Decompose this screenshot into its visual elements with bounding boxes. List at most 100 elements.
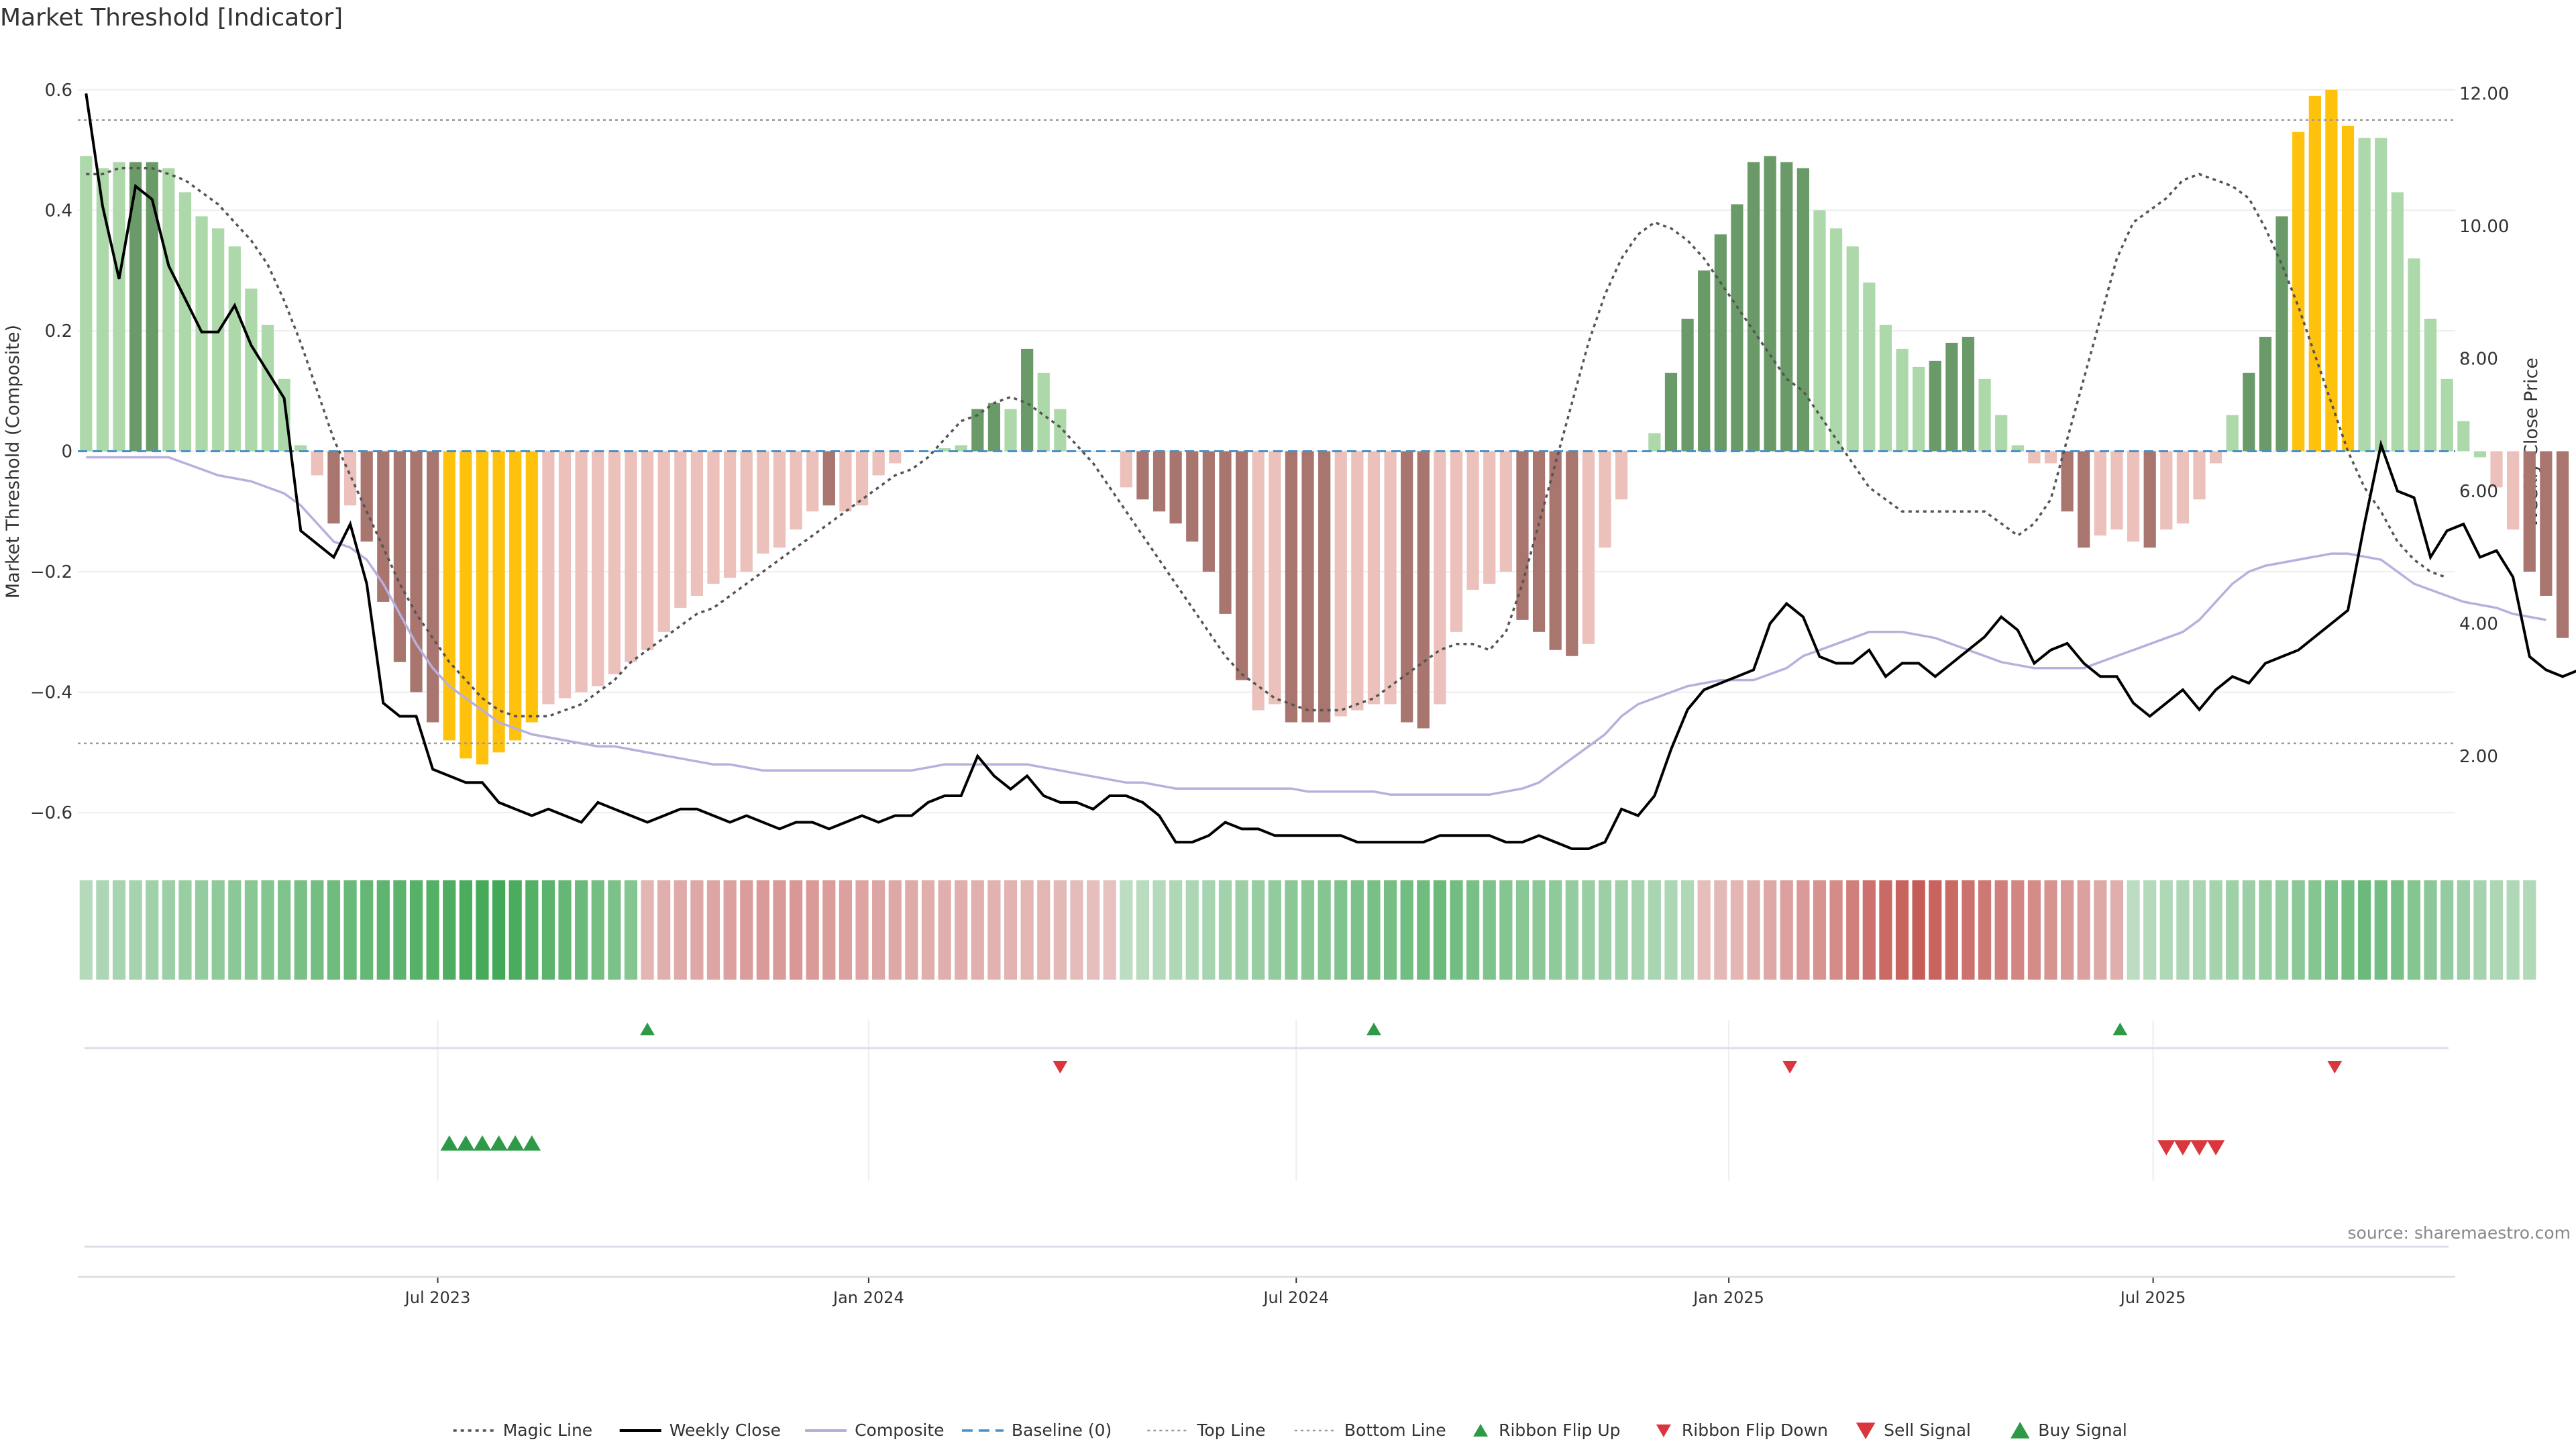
composite-bar [1879, 324, 1892, 452]
source-text: source: sharemaestro.com [2348, 1223, 2571, 1243]
ribbon-cell [558, 880, 572, 980]
composite-bar [1896, 348, 1909, 452]
composite-bar [575, 451, 588, 692]
ribbon-flip-up-marker [640, 1023, 655, 1035]
ribbon-cell [1829, 880, 1843, 980]
composite-bar [146, 162, 158, 452]
ribbon-cell [1549, 880, 1562, 980]
ribbon-cell [2027, 880, 2041, 980]
composite-bar [311, 451, 323, 476]
composite-bar [971, 409, 984, 452]
ribbon-cell [2094, 880, 2107, 980]
ribbon-cell [2358, 880, 2371, 980]
composite-bar [1169, 451, 1182, 524]
ribbon-cell [657, 880, 671, 980]
ribbon-cell [178, 880, 192, 980]
right-tick-label: 10.00 [2459, 217, 2509, 237]
ribbon-cell [228, 880, 241, 980]
legend-label: Buy Signal [2038, 1420, 2127, 1440]
ribbon-cell [2440, 880, 2454, 980]
ribbon-cell [2308, 880, 2322, 980]
ribbon-cell [822, 880, 836, 980]
ribbon-cell [773, 880, 786, 980]
ribbon-cell [1152, 880, 1166, 980]
left-tick-label: 0 [61, 442, 72, 462]
composite-bar [1698, 270, 1711, 452]
ribbon-cell [591, 880, 604, 980]
composite-bar [228, 246, 241, 452]
composite-bar [1269, 451, 1281, 705]
composite-bar [1747, 162, 1760, 452]
buy-signal-marker [473, 1135, 492, 1151]
composite-bar [1846, 246, 1859, 452]
ribbon-cell [376, 880, 390, 980]
ribbon-cell [1367, 880, 1381, 980]
composite-bar [1384, 451, 1397, 705]
composite-bar [2226, 415, 2239, 452]
ribbon-cell [938, 880, 951, 980]
ribbon-cell [2176, 880, 2190, 980]
composite-bar [889, 451, 902, 464]
ribbon-cell [426, 880, 439, 980]
ribbon-cell [1846, 880, 1860, 980]
legend-label: Ribbon Flip Up [1499, 1420, 1620, 1440]
composite-bar [657, 451, 670, 632]
ribbon-cell [459, 880, 472, 980]
ribbon-cell [2489, 880, 2504, 980]
ribbon-cell [1483, 880, 1496, 980]
sell-signal-marker [2157, 1140, 2176, 1155]
composite-bar [2523, 451, 2536, 572]
ribbon-cell [1796, 880, 1810, 980]
ribbon-cell [1714, 880, 1727, 980]
composite-bar [2011, 445, 2024, 452]
ribbon-cell [955, 880, 968, 980]
legend-label: Sell Signal [1884, 1420, 1971, 1440]
ribbon-cell [476, 880, 489, 980]
composite-bar [2176, 451, 2190, 524]
legend-label: Composite [855, 1420, 944, 1440]
ribbon-cell [1994, 880, 2008, 980]
composite-bar [872, 451, 885, 476]
ribbon-cell [855, 880, 869, 980]
ribbon-cell [1070, 880, 1083, 980]
ribbon-cell [443, 880, 456, 980]
ribbon-cell [575, 880, 588, 980]
composite-bar [690, 451, 704, 596]
ribbon-cell [1664, 880, 1678, 980]
composite-bar [1450, 451, 1463, 632]
composite-bar [492, 451, 505, 753]
composite-bar [1318, 451, 1331, 723]
ribbon-cell [608, 880, 621, 980]
ribbon-flip-down-marker [2327, 1061, 2343, 1074]
ribbon-cell [96, 880, 109, 980]
buy-signal-marker [457, 1135, 475, 1151]
composite-bar [1202, 451, 1215, 572]
ribbon-cell [1598, 880, 1612, 980]
composite-bar [724, 451, 737, 578]
buy-signal-marker [440, 1135, 458, 1151]
composite-bar [1483, 451, 1496, 584]
composite-bar [839, 451, 852, 512]
ribbon-cell [146, 880, 159, 980]
right-tick-label: 2.00 [2459, 747, 2498, 767]
composite-bar [1929, 360, 1941, 452]
composite-bar [460, 451, 472, 759]
legend-item: Magic Line [453, 1420, 592, 1440]
composite-bar [806, 451, 819, 512]
ribbon-cell [1053, 880, 1067, 980]
composite-bar [1945, 342, 1958, 452]
composite-bar [2028, 451, 2041, 464]
composite-bar [393, 451, 407, 662]
composite-bar [2440, 378, 2453, 452]
ribbon-cell [129, 880, 142, 980]
composite-bar [592, 451, 604, 686]
ribbon-cell [1466, 880, 1480, 980]
composite-bar [1962, 336, 1975, 452]
ribbon-cell [2061, 880, 2074, 980]
composite-bar [2243, 372, 2255, 452]
ribbon-cell [278, 880, 291, 980]
legend-item: Baseline (0) [961, 1420, 1112, 1440]
ribbon-cell [2011, 880, 2025, 980]
ribbon-cell [723, 880, 737, 980]
ribbon-cell [2209, 880, 2222, 980]
